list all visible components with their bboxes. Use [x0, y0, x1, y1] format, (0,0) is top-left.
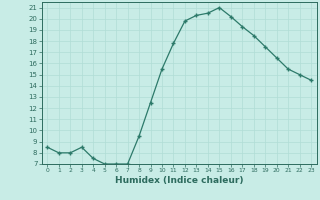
- X-axis label: Humidex (Indice chaleur): Humidex (Indice chaleur): [115, 176, 244, 185]
